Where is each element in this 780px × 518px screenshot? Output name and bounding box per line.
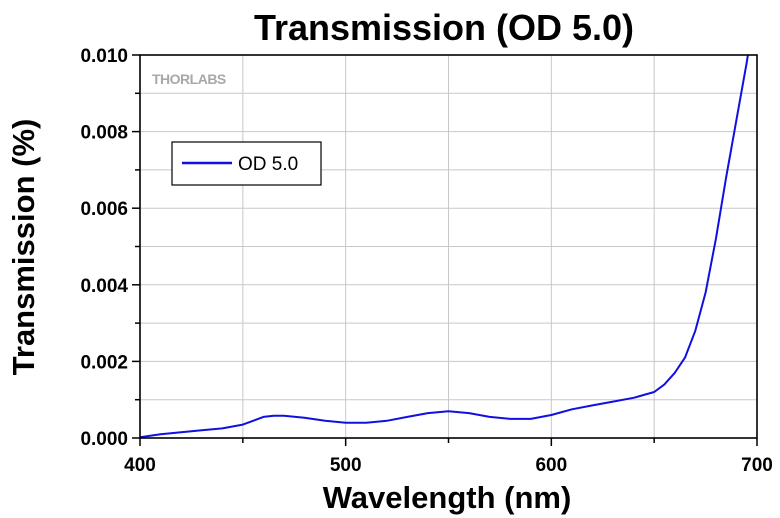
logo-text: THORLABS: [152, 71, 226, 87]
x-tick-label: 600: [535, 455, 567, 476]
series-line: [140, 55, 749, 438]
x-tick-label: 700: [741, 455, 773, 476]
y-tick-label: 0.010: [80, 46, 128, 67]
y-tick-label: 0.008: [80, 123, 128, 144]
x-axis-label: Wavelength (nm): [323, 480, 572, 515]
ticks: 400 500 600 700 0.000 0.002 0.004 0.006 0.008 0.0…: [80, 46, 772, 476]
y-axis-label: Transmission (%): [6, 119, 41, 376]
chart-title: Transmission (OD 5.0): [254, 7, 634, 48]
y-tick-label: 0.000: [80, 429, 128, 450]
y-tick-label: 0.004: [80, 276, 128, 297]
y-tick-label: 0.002: [80, 352, 128, 373]
y-tick-label: 0.006: [80, 199, 128, 220]
legend-label: OD 5.0: [238, 154, 298, 175]
x-tick-label: 400: [124, 455, 156, 476]
series-layer: [140, 55, 749, 438]
x-tick-label: 500: [330, 455, 362, 476]
thorlabs-logo: THORLABS: [152, 71, 226, 87]
grid: [140, 55, 757, 438]
legend: OD 5.0: [171, 141, 322, 186]
